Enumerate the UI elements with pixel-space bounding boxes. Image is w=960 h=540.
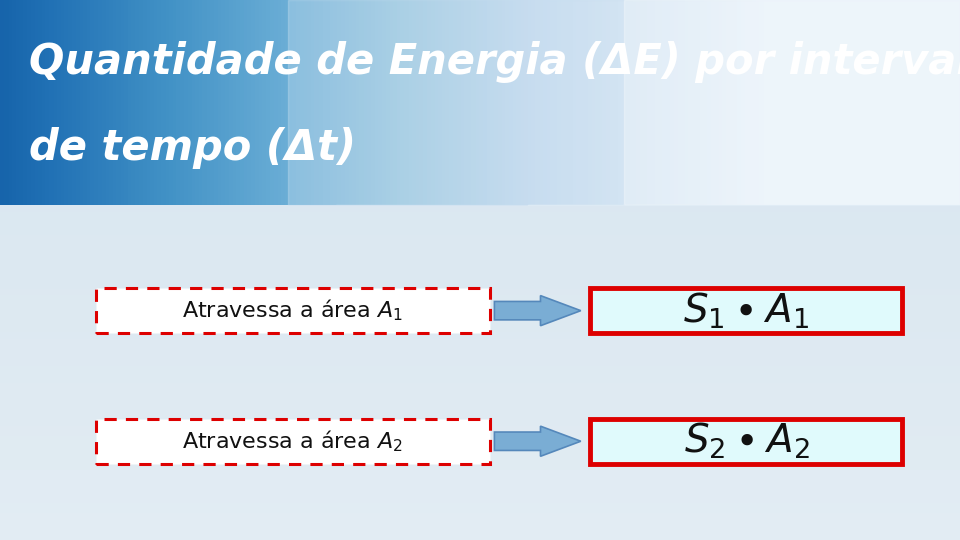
Polygon shape [494,426,581,456]
FancyBboxPatch shape [96,418,490,464]
FancyBboxPatch shape [590,418,902,464]
FancyBboxPatch shape [96,288,490,333]
Text: de tempo (Δt): de tempo (Δt) [29,127,356,168]
Polygon shape [494,295,581,326]
Text: Atravessa a área $A_2$: Atravessa a área $A_2$ [182,428,403,454]
Text: Atravessa a área $A_1$: Atravessa a área $A_1$ [182,298,403,323]
Text: $S_2 \bullet A_2$: $S_2 \bullet A_2$ [684,421,809,461]
FancyBboxPatch shape [590,288,902,333]
Text: $S_1 \bullet A_1$: $S_1 \bullet A_1$ [684,291,809,331]
Text: Quantidade de Energia (ΔE) por intervalo: Quantidade de Energia (ΔE) por intervalo [29,40,960,83]
